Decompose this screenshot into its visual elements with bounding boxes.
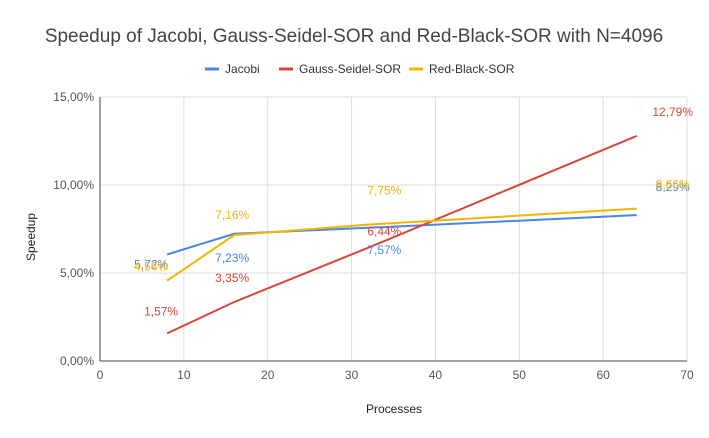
- data-labels: 5,72% 7,23% 7,57% 8,29% 1,57% 3,35% 6,44% 12,79…: [134, 105, 693, 318]
- data-label: 8,29%: [656, 180, 690, 194]
- y-tick-label: 5,00%: [60, 266, 94, 280]
- data-label: 12,79%: [652, 105, 693, 119]
- y-tick-label: 10,00%: [53, 178, 94, 192]
- data-label: 3,35%: [215, 271, 249, 285]
- legend-item: Jacobi: [205, 62, 260, 76]
- y-tick-label: 0,00%: [60, 354, 94, 368]
- data-label: 8,66%: [656, 178, 690, 192]
- legend-label: Gauss-Seidel-SOR: [299, 62, 401, 76]
- x-tick-label: 40: [429, 368, 443, 382]
- data-label: 5,72%: [134, 258, 168, 272]
- legend-label: Red-Black-SOR: [429, 62, 515, 76]
- x-tick-label: 10: [177, 368, 191, 382]
- data-label: 6,44%: [367, 225, 401, 239]
- x-tick-label: 0: [97, 368, 104, 382]
- x-tick-label: 20: [261, 368, 275, 382]
- series-line-red-black-sor: [166, 207, 637, 282]
- y-axis-label: Speedup: [24, 213, 38, 261]
- data-label: 4,56%: [134, 260, 168, 274]
- legend: Jacobi Gauss-Seidel-SOR Red-Black-SOR: [205, 62, 515, 76]
- chart-title: Speedup of Jacobi, Gauss-Seidel-SOR and …: [45, 26, 663, 47]
- x-axis-label: Processes: [366, 402, 422, 416]
- data-label: 7,16%: [215, 208, 249, 222]
- data-label: 7,23%: [215, 251, 249, 265]
- x-tick-label: 50: [513, 368, 527, 382]
- series-lines: [166, 134, 638, 335]
- legend-label: Jacobi: [225, 62, 260, 76]
- data-label: 7,75%: [367, 184, 401, 198]
- legend-item: Red-Black-SOR: [409, 62, 515, 76]
- legend-item: Gauss-Seidel-SOR: [279, 62, 401, 76]
- data-label: 7,57%: [367, 243, 401, 257]
- tick-labels: 0,00% 5,00% 10,00% 15,00% 0 10 20 30 40 50 60 70: [53, 90, 694, 382]
- x-tick-label: 60: [596, 368, 610, 382]
- axes: [99, 97, 687, 362]
- series-line-gauss-seidel-sor: [166, 134, 638, 335]
- data-label: 1,57%: [144, 304, 178, 318]
- x-tick-label: 30: [345, 368, 359, 382]
- x-tick-label: 70: [680, 368, 694, 382]
- y-tick-label: 15,00%: [53, 90, 94, 104]
